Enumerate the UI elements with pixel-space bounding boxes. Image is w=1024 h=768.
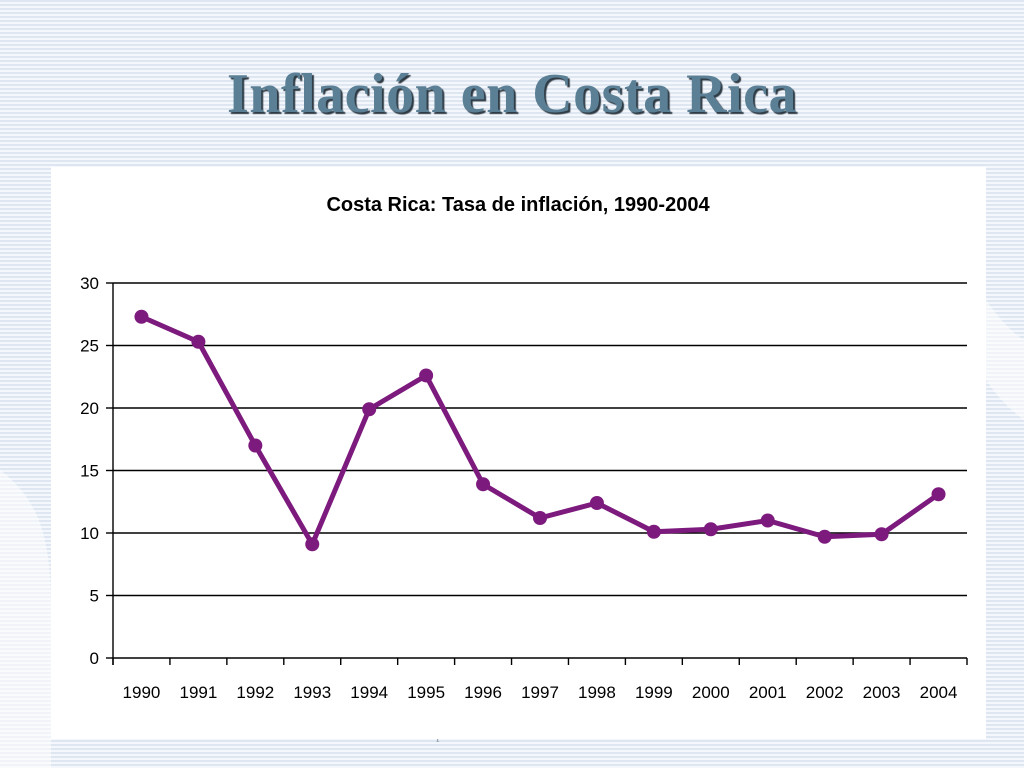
data-point: [646, 524, 661, 539]
data-point: [134, 309, 149, 324]
data-points: [134, 309, 946, 552]
x-tick-label: 2004: [920, 683, 958, 702]
chart-panel: Costa Rica: Tasa de inflación, 1990-2004…: [51, 167, 986, 739]
x-tick-label: 1998: [578, 683, 616, 702]
x-tick-label: 2003: [863, 683, 901, 702]
x-tick-label: 1993: [293, 683, 331, 702]
y-tick-label: 0: [90, 649, 99, 668]
data-point: [419, 368, 434, 383]
x-tick-label: 2000: [692, 683, 730, 702]
x-tick-label: 2001: [749, 683, 787, 702]
y-tick-label: 30: [80, 274, 99, 293]
x-tick-label: 1994: [350, 683, 388, 702]
y-tick-label: 10: [80, 524, 99, 543]
data-point: [589, 496, 604, 510]
data-point: [703, 522, 718, 537]
series-line: [138, 314, 942, 547]
data-point: [248, 438, 263, 453]
y-tick-label: 20: [80, 399, 99, 418]
x-tick-label: 1996: [464, 683, 502, 702]
data-point: [362, 402, 377, 417]
axes: [106, 282, 968, 665]
data-point: [931, 487, 946, 502]
slide-title: Inflación en Costa Rica: [227, 63, 797, 125]
x-tick-label: 1995: [407, 683, 445, 702]
x-tick-label: 1990: [123, 683, 161, 702]
line-chart: Costa Rica: Tasa de inflación, 1990-2004…: [80, 194, 968, 702]
x-tick-label: 2002: [806, 683, 844, 702]
tick-labels: 0 5 10 15 20 25 30 1990 1991 1992 1993 1994 1995 1996…: [80, 274, 957, 702]
y-tick-label: 15: [80, 462, 99, 481]
x-tick-label: 1999: [635, 683, 673, 702]
data-point: [476, 477, 491, 492]
data-point: [191, 334, 206, 349]
y-tick-label: 5: [90, 587, 99, 606]
chart-title: Costa Rica: Tasa de inflación, 1990-2004: [326, 194, 710, 216]
y-tick-label: 25: [80, 337, 99, 356]
series-line-0: [138, 314, 942, 547]
data-point: [817, 529, 832, 544]
x-tick-label: 1997: [521, 683, 559, 702]
data-point: [305, 537, 320, 552]
data-point: [533, 511, 547, 525]
data-point: [874, 527, 889, 542]
x-tick-label: 1992: [236, 683, 274, 702]
gridlines: [113, 282, 967, 597]
data-point: [760, 513, 775, 528]
x-tick-label: 1991: [179, 683, 217, 702]
